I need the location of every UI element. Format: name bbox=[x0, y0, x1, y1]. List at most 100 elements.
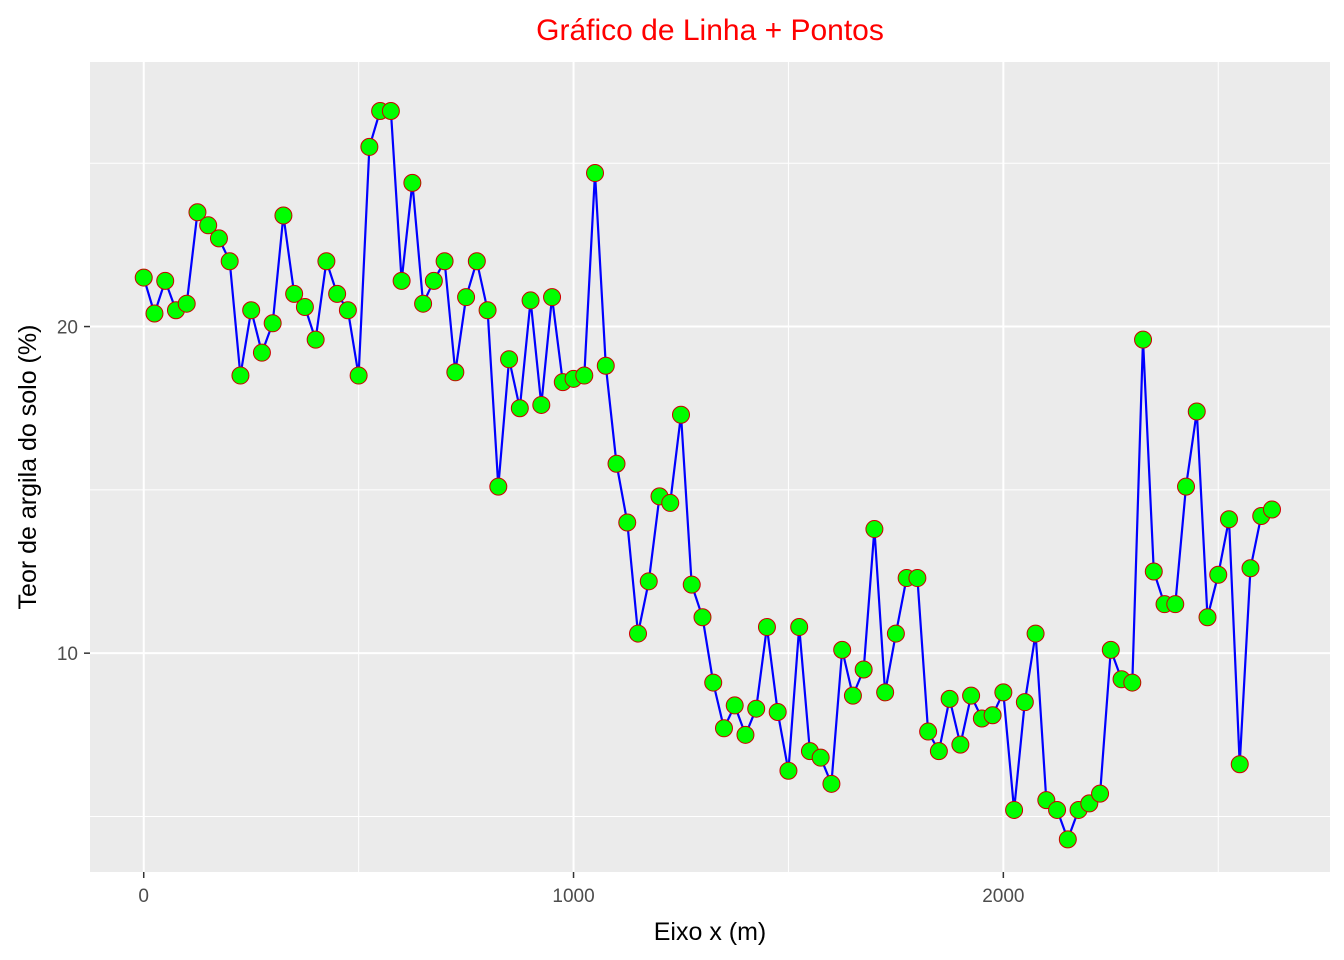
data-point bbox=[543, 288, 562, 307]
data-point bbox=[510, 399, 529, 418]
data-point bbox=[1123, 673, 1142, 692]
chart-title: Gráfico de Linha + Pontos bbox=[536, 14, 884, 47]
data-point bbox=[156, 271, 175, 290]
data-point bbox=[231, 366, 250, 385]
data-points bbox=[134, 101, 1281, 849]
data-point bbox=[403, 173, 422, 192]
data-point bbox=[822, 774, 841, 793]
data-point bbox=[1015, 693, 1034, 712]
data-point bbox=[1198, 608, 1217, 627]
data-point bbox=[424, 271, 443, 290]
data-point bbox=[349, 366, 368, 385]
data-point bbox=[575, 366, 594, 385]
minor-gridlines bbox=[90, 62, 1330, 872]
data-point bbox=[457, 288, 476, 307]
data-point bbox=[338, 301, 357, 320]
data-point bbox=[285, 284, 304, 303]
data-point bbox=[521, 291, 540, 310]
data-point bbox=[328, 284, 347, 303]
data-point bbox=[962, 686, 981, 705]
data-point bbox=[1262, 500, 1281, 519]
data-point bbox=[263, 314, 282, 333]
data-point bbox=[596, 356, 615, 375]
data-point bbox=[768, 702, 787, 721]
major-gridlines bbox=[90, 62, 1330, 872]
data-point bbox=[671, 405, 690, 424]
data-point bbox=[811, 748, 830, 767]
data-point bbox=[843, 686, 862, 705]
data-point bbox=[1209, 565, 1228, 584]
data-point bbox=[360, 137, 379, 156]
data-point bbox=[381, 101, 400, 120]
plot-panel bbox=[90, 62, 1330, 872]
data-point bbox=[1134, 330, 1153, 349]
data-point bbox=[725, 696, 744, 715]
data-point bbox=[1166, 595, 1185, 614]
data-point bbox=[435, 252, 454, 271]
data-point bbox=[983, 706, 1002, 725]
data-point bbox=[607, 454, 626, 473]
data-point bbox=[940, 689, 959, 708]
data-point bbox=[693, 608, 712, 627]
data-point bbox=[199, 216, 218, 235]
data-point bbox=[1101, 640, 1120, 659]
data-point bbox=[661, 493, 680, 512]
y-axis-title: Teor de argila do solo (%) bbox=[14, 325, 42, 610]
data-point bbox=[392, 271, 411, 290]
y-tick-label: 20 bbox=[57, 318, 78, 339]
data-point bbox=[1187, 402, 1206, 421]
data-point bbox=[639, 572, 658, 591]
data-point bbox=[994, 683, 1013, 702]
data-point bbox=[306, 330, 325, 349]
data-point bbox=[757, 618, 776, 637]
x-axis: 0 1000 2000 bbox=[138, 872, 1024, 907]
data-point bbox=[747, 699, 766, 718]
x-tick-label: 0 bbox=[138, 886, 149, 907]
data-point bbox=[1241, 559, 1260, 578]
data-point bbox=[242, 301, 261, 320]
x-tick-label: 2000 bbox=[982, 886, 1024, 907]
x-tick-label: 1000 bbox=[552, 886, 594, 907]
data-point bbox=[779, 761, 798, 780]
data-point bbox=[629, 624, 648, 643]
data-point bbox=[790, 618, 809, 637]
data-point bbox=[908, 569, 927, 588]
data-point bbox=[489, 477, 508, 496]
data-point bbox=[1058, 830, 1077, 849]
data-point bbox=[317, 252, 336, 271]
data-point bbox=[865, 520, 884, 539]
data-point bbox=[500, 350, 519, 369]
data-point bbox=[714, 719, 733, 738]
data-point bbox=[1026, 624, 1045, 643]
data-point bbox=[209, 229, 228, 248]
data-point bbox=[446, 363, 465, 382]
data-point bbox=[1230, 755, 1249, 774]
data-point bbox=[188, 203, 207, 222]
data-point bbox=[1144, 562, 1163, 581]
data-point bbox=[134, 268, 153, 287]
data-point bbox=[1048, 800, 1067, 819]
data-point bbox=[467, 252, 486, 271]
data-point bbox=[252, 343, 271, 362]
data-point bbox=[478, 301, 497, 320]
data-point bbox=[704, 673, 723, 692]
data-point bbox=[274, 206, 293, 225]
data-point bbox=[220, 252, 239, 271]
data-point bbox=[1091, 784, 1110, 803]
data-point bbox=[929, 742, 948, 761]
data-point bbox=[919, 722, 938, 741]
data-point bbox=[876, 683, 895, 702]
data-point bbox=[145, 304, 164, 323]
data-point bbox=[682, 575, 701, 594]
data-point bbox=[833, 640, 852, 659]
data-point bbox=[886, 624, 905, 643]
data-point bbox=[1005, 800, 1024, 819]
data-point bbox=[532, 395, 551, 414]
data-point bbox=[618, 513, 637, 532]
y-tick-label: 10 bbox=[57, 644, 78, 665]
x-axis-title: Eixo x (m) bbox=[654, 918, 767, 946]
data-point bbox=[854, 660, 873, 679]
y-axis: 10 20 bbox=[57, 318, 90, 665]
data-point bbox=[1219, 510, 1238, 529]
